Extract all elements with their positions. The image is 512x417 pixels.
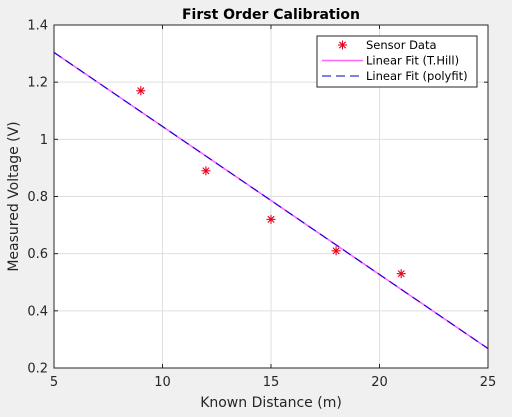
marker-stroke bbox=[332, 247, 340, 255]
marker-stroke bbox=[397, 270, 405, 278]
legend-entry-label: Linear Fit (polyfit) bbox=[366, 69, 468, 83]
data-point bbox=[331, 246, 341, 256]
legend-marker-sample bbox=[338, 40, 347, 50]
y-tick-label: 0.2 bbox=[27, 362, 48, 377]
x-tick-label: 15 bbox=[263, 375, 280, 390]
x-tick-label: 10 bbox=[154, 375, 171, 390]
series-line-2 bbox=[53, 52, 489, 349]
marker-stroke bbox=[202, 167, 210, 175]
data-point bbox=[266, 214, 276, 224]
axis-ticks: 5 10 15 20 25 0.2 0.4 0.6 0.8 1 1.2 1.4 bbox=[27, 19, 496, 391]
x-tick-label: 5 bbox=[50, 375, 58, 390]
y-tick-label: 1.4 bbox=[27, 19, 48, 34]
y-axis-title: Measured Voltage (V) bbox=[6, 121, 22, 271]
data-point bbox=[201, 166, 211, 176]
y-tick-label: 0.8 bbox=[27, 190, 48, 205]
y-tick-label: 0.4 bbox=[27, 304, 48, 319]
y-tick-label: 0.6 bbox=[27, 247, 48, 262]
x-tick-label: 25 bbox=[480, 375, 497, 390]
x-axis-title: Known Distance (m) bbox=[200, 395, 342, 411]
marker-stroke bbox=[267, 215, 275, 223]
chart-title: First Order Calibration bbox=[182, 7, 360, 23]
y-tick-label: 1.2 bbox=[27, 76, 48, 91]
series-layer bbox=[53, 51, 489, 350]
x-tick-label: 20 bbox=[371, 375, 388, 390]
marker-stroke bbox=[338, 41, 347, 49]
y-tick-label: 1 bbox=[40, 133, 48, 148]
legend-entry-label: Linear Fit (T.Hill) bbox=[366, 54, 459, 68]
data-point bbox=[396, 269, 406, 279]
legend-entry-label: Sensor Data bbox=[366, 38, 437, 52]
marker-stroke bbox=[137, 87, 145, 95]
legend: Sensor Data Linear Fit (T.Hill)Linear Fit… bbox=[316, 35, 478, 88]
data-point bbox=[136, 86, 146, 96]
